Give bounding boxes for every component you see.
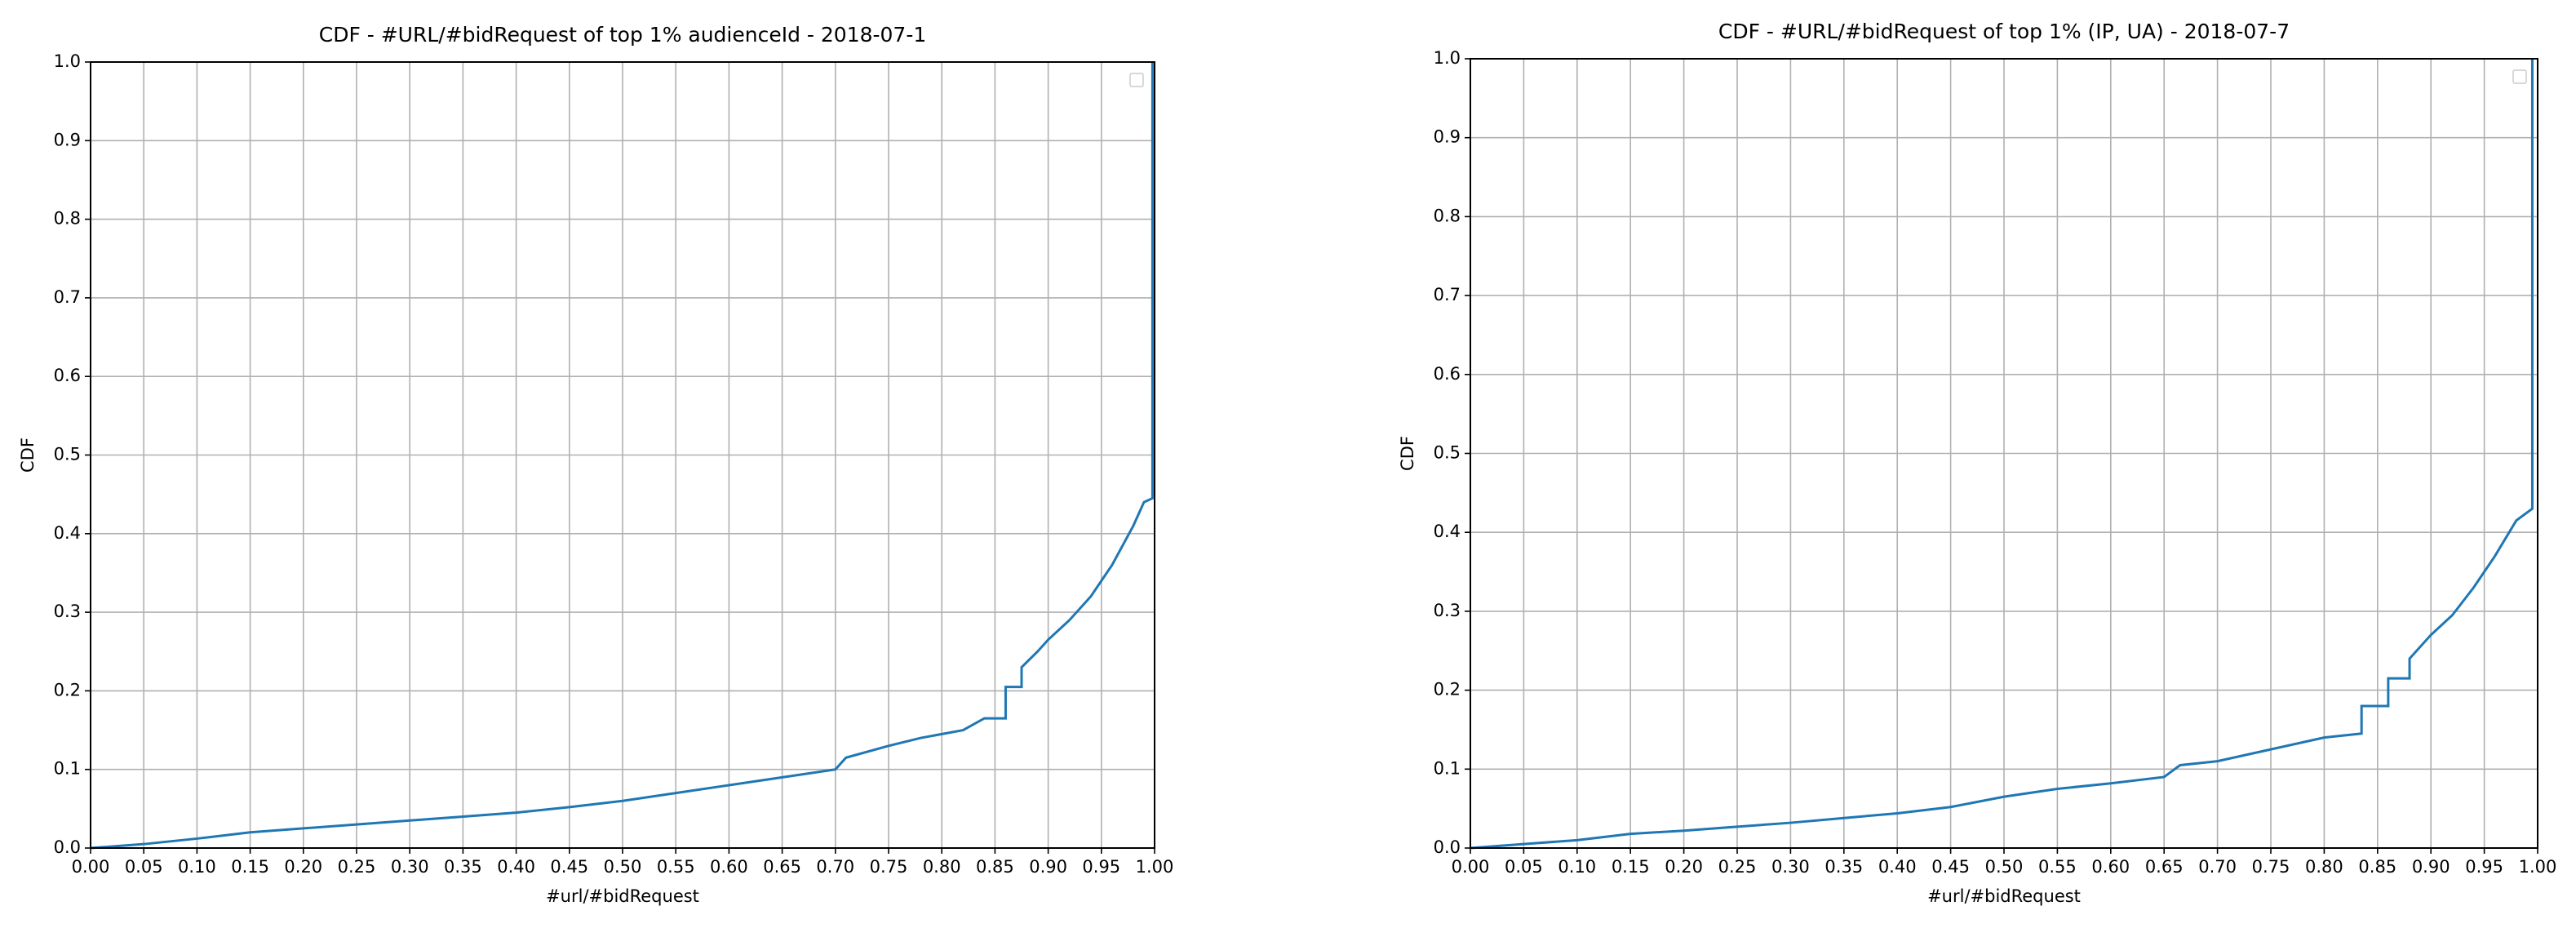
x-tick-label: 0.65 — [763, 857, 801, 877]
legend-box — [2512, 69, 2527, 84]
x-tick-label: 0.10 — [1558, 857, 1596, 877]
x-tick-label: 0.90 — [2412, 857, 2450, 877]
y-tick-label: 0.1 — [1434, 758, 1461, 778]
y-tick-label: 0.7 — [54, 287, 81, 307]
plot-frame — [1470, 58, 2538, 849]
x-tick-label: 0.00 — [72, 857, 110, 877]
x-tick-label: 1.00 — [2519, 857, 2557, 877]
y-tick-label: 0.0 — [1434, 837, 1461, 857]
y-tick-label: 1.0 — [1434, 48, 1461, 68]
chart-title: CDF - #URL/#bidRequest of top 1% (IP, UA… — [1718, 20, 2290, 43]
chart: 0.00 0.05 0.10 0.15 0.20 0.25 0.30 0.35 0.40 0.45… — [18, 23, 1173, 906]
x-tick-label: 0.55 — [657, 857, 695, 877]
cdf-line — [90, 62, 1154, 850]
x-tick-label: 0.80 — [2305, 857, 2343, 877]
x-tick-label: 0.10 — [178, 857, 216, 877]
cdf-line — [1470, 59, 2534, 850]
x-tick-label: 0.40 — [1878, 857, 1917, 877]
x-tick-label: 0.95 — [1082, 857, 1120, 877]
chart-title: CDF - #URL/#bidRequest of top 1% audienc… — [319, 23, 927, 47]
x-tick-label: 0.05 — [125, 857, 163, 877]
x-tick-label: 0.75 — [870, 857, 908, 877]
x-tick-label: 0.15 — [231, 857, 269, 877]
x-axis-label: #url/#bidRequest — [546, 886, 699, 906]
legend-box — [1129, 73, 1144, 87]
x-tick-label: 0.25 — [338, 857, 376, 877]
x-tick-label: 0.70 — [2198, 857, 2237, 877]
y-tick-label: 0.3 — [54, 602, 81, 621]
x-tick-label: 0.50 — [1985, 857, 2024, 877]
y-tick-label: 0.8 — [54, 209, 81, 229]
x-tick-label: 0.20 — [1665, 857, 1703, 877]
x-tick-label: 0.85 — [2358, 857, 2396, 877]
y-tick-label: 0.6 — [54, 366, 81, 385]
x-tick-label: 0.05 — [1505, 857, 1543, 877]
x-tick-label: 0.70 — [816, 857, 854, 877]
y-axis-label: CDF — [18, 437, 38, 473]
x-tick-label: 0.35 — [444, 857, 482, 877]
plot-frame — [90, 61, 1155, 849]
x-tick-label: 0.30 — [1771, 857, 1810, 877]
x-tick-label: 1.00 — [1136, 857, 1174, 877]
y-tick-label: 0.4 — [1434, 522, 1461, 541]
y-tick-label: 0.5 — [1434, 443, 1461, 463]
y-tick-label: 0.2 — [1434, 680, 1461, 699]
y-tick-label: 0.2 — [54, 680, 81, 699]
y-tick-label: 0.1 — [54, 759, 81, 779]
y-tick-label: 0.0 — [54, 837, 81, 857]
y-tick-label: 0.8 — [1434, 206, 1461, 225]
x-tick-label: 0.00 — [1452, 857, 1490, 877]
y-tick-label: 0.6 — [1434, 364, 1461, 384]
y-tick-label: 0.9 — [1434, 127, 1461, 147]
y-tick-label: 0.4 — [54, 523, 81, 543]
x-tick-label: 0.50 — [604, 857, 642, 877]
y-tick-label: 0.5 — [54, 445, 81, 464]
x-tick-label: 0.80 — [923, 857, 961, 877]
x-tick-label: 0.35 — [1824, 857, 1863, 877]
x-tick-label: 0.85 — [976, 857, 1014, 877]
y-axis-label: CDF — [1398, 436, 1417, 471]
x-tick-label: 0.45 — [1931, 857, 1970, 877]
y-tick-label: 0.9 — [54, 130, 81, 149]
x-tick-label: 0.40 — [497, 857, 535, 877]
x-tick-label: 0.15 — [1612, 857, 1650, 877]
y-tick-label: 0.3 — [1434, 601, 1461, 620]
x-tick-label: 0.65 — [2145, 857, 2184, 877]
x-tick-label: 0.30 — [391, 857, 429, 877]
x-axis-label: #url/#bidRequest — [1927, 886, 2081, 906]
x-tick-label: 0.55 — [2038, 857, 2077, 877]
x-tick-label: 0.45 — [550, 857, 588, 877]
x-tick-label: 0.95 — [2465, 857, 2503, 877]
y-tick-label: 0.7 — [1434, 285, 1461, 304]
x-tick-label: 0.25 — [1718, 857, 1757, 877]
y-tick-label: 1.0 — [54, 51, 81, 71]
x-tick-label: 0.75 — [2252, 857, 2290, 877]
chart: 0.00 0.05 0.10 0.15 0.20 0.25 0.30 0.35 0.40 0.45… — [1398, 20, 2556, 906]
x-tick-label: 0.90 — [1029, 857, 1067, 877]
x-tick-label: 0.20 — [284, 857, 322, 877]
x-tick-label: 0.60 — [2091, 857, 2130, 877]
x-tick-label: 0.60 — [710, 857, 748, 877]
